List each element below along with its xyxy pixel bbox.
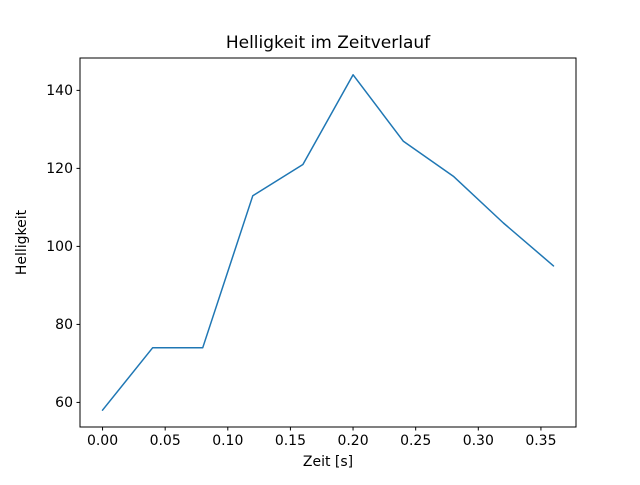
x-tick-label: 0.10: [212, 433, 243, 449]
y-tick-label: 100: [46, 239, 73, 255]
y-axis-label: Helligkeit: [14, 209, 30, 275]
x-tick-label: 0.30: [463, 433, 494, 449]
x-axis-ticks: 0.00 0.05 0.10 0.15 0.20 0.25 0.30 0.35: [87, 427, 557, 449]
x-tick-label: 0.15: [275, 433, 306, 449]
y-tick-label: 120: [46, 161, 73, 177]
chart-title: Helligkeit im Zeitverlauf: [226, 33, 431, 53]
x-tick-label: 0.00: [87, 433, 118, 449]
x-tick-label: 0.25: [400, 433, 431, 449]
x-tick-label: 0.20: [337, 433, 368, 449]
x-tick-label: 0.35: [525, 433, 556, 449]
data-line-helligkeit: [101, 74, 555, 411]
x-tick-label: 0.05: [150, 433, 181, 449]
y-tick-label: 140: [46, 83, 73, 99]
y-tick-label: 80: [55, 317, 73, 333]
y-tick-label: 60: [55, 395, 73, 411]
x-axis-label: Zeit [s]: [303, 454, 353, 470]
y-axis-ticks: 60 80 100 120 140: [46, 83, 80, 411]
plot-area: [79, 57, 577, 428]
